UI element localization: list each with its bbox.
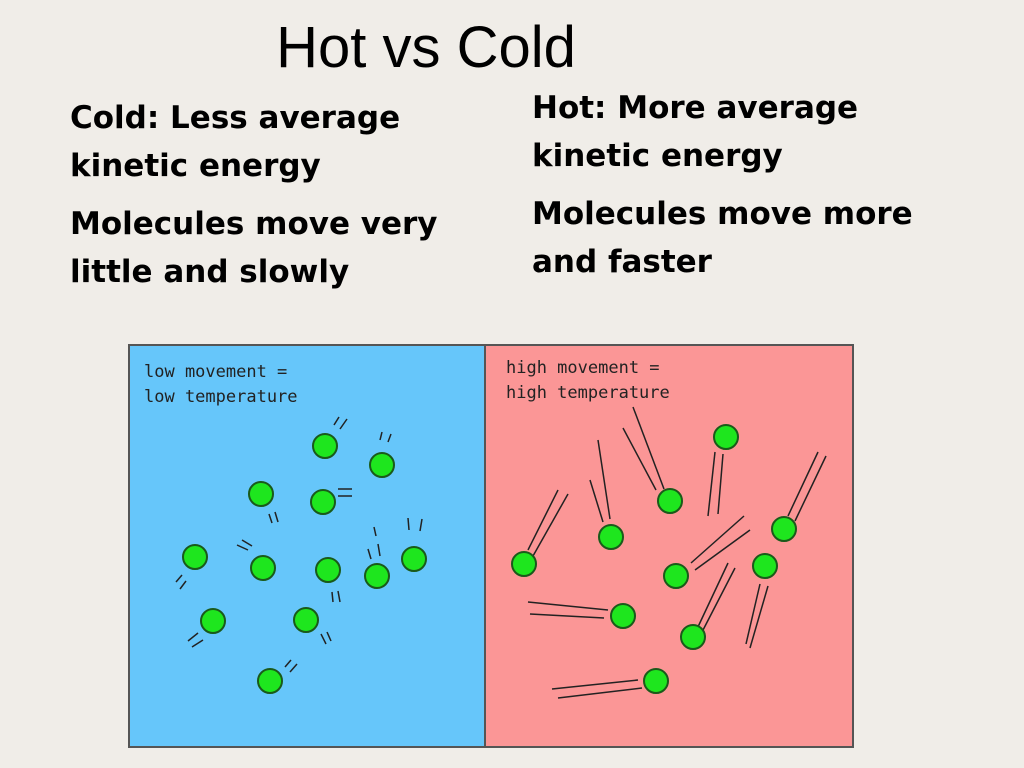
molecule — [598, 524, 624, 550]
hot-panel: high movement = high temperature — [484, 344, 854, 748]
cold-heading: Cold: Less average kinetic energy — [70, 100, 401, 184]
cold-molecules — [182, 433, 427, 694]
molecule — [752, 553, 778, 579]
cold-panel-label-line2: low temperature — [144, 387, 298, 407]
molecule — [643, 668, 669, 694]
molecule — [182, 544, 208, 570]
molecule — [312, 433, 338, 459]
molecule-diagram: low movement = low temperature — [128, 344, 854, 748]
molecule — [310, 489, 336, 515]
molecule — [511, 551, 537, 577]
molecule — [369, 452, 395, 478]
molecule — [248, 481, 274, 507]
cold-column: Cold: Less average kinetic energy Molecu… — [70, 94, 470, 306]
cold-panel: low movement = low temperature — [128, 344, 486, 748]
hot-molecules — [511, 424, 797, 694]
molecule — [713, 424, 739, 450]
cold-motion-lines — [175, 416, 423, 673]
molecule — [293, 607, 319, 633]
hot-panel-background — [484, 344, 854, 748]
molecule — [257, 668, 283, 694]
hot-column: Hot: More average kinetic energy Molecul… — [532, 84, 932, 296]
molecule — [364, 563, 390, 589]
molecule — [401, 546, 427, 572]
slide-title: Hot vs Cold — [276, 15, 576, 80]
molecule — [315, 557, 341, 583]
hot-motion-lines — [527, 406, 827, 699]
molecule — [657, 488, 683, 514]
molecule — [250, 555, 276, 581]
molecule — [680, 624, 706, 650]
cold-description: Molecules move very little and slowly — [70, 206, 438, 290]
molecule — [771, 516, 797, 542]
molecule — [200, 608, 226, 634]
hot-description: Molecules move more and faster — [532, 196, 913, 280]
molecule — [663, 563, 689, 589]
hot-heading: Hot: More average kinetic energy — [532, 90, 859, 174]
cold-panel-label-line1: low movement = — [144, 362, 287, 382]
hot-panel-label-line1: high movement = — [506, 358, 660, 378]
molecule — [610, 603, 636, 629]
hot-panel-label-line2: high temperature — [506, 383, 670, 403]
